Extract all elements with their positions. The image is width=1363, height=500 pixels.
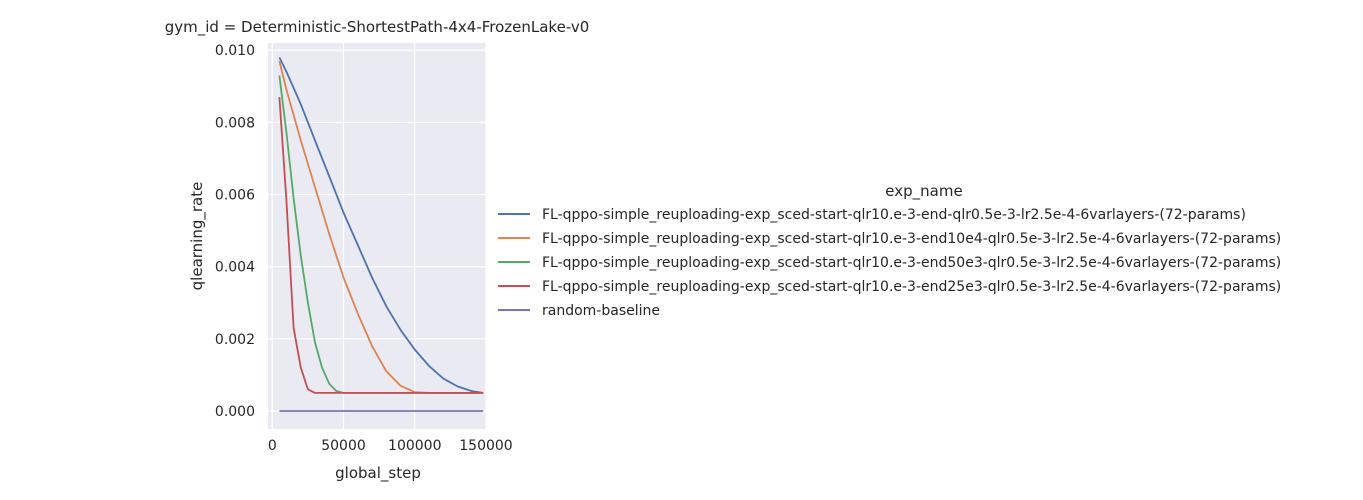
series-line-4 <box>278 97 484 394</box>
legend-label: random-baseline <box>542 303 660 319</box>
y-tick-label: 0.004 <box>215 260 255 276</box>
legend: exp_name FL-qppo-simple_reuploading-exp_… <box>498 182 1281 319</box>
legend-items: FL-qppo-simple_reuploading-exp_sced-star… <box>498 207 1281 319</box>
legend-item: FL-qppo-simple_reuploading-exp_sced-star… <box>498 207 1246 223</box>
x-tick-label: 150000 <box>459 438 512 454</box>
legend-title: exp_name <box>885 182 962 201</box>
y-tick-label: 0.010 <box>215 43 255 59</box>
y-tick-label: 0.002 <box>215 332 255 348</box>
legend-label: FL-qppo-simple_reuploading-exp_sced-star… <box>542 279 1281 295</box>
legend-item: FL-qppo-simple_reuploading-exp_sced-star… <box>498 279 1281 295</box>
legend-label: FL-qppo-simple_reuploading-exp_sced-star… <box>542 207 1246 223</box>
legend-item: random-baseline <box>498 303 660 319</box>
y-tick-label: 0.008 <box>215 115 255 131</box>
legend-label: FL-qppo-simple_reuploading-exp_sced-star… <box>542 255 1281 271</box>
plot-area <box>268 43 486 429</box>
x-tick-label: 50000 <box>321 438 366 454</box>
x-tick-label: 0 <box>268 438 277 454</box>
x-axis-ticks: 0 50000 100000 150000 <box>268 438 513 454</box>
y-tick-label: 0.006 <box>215 188 255 204</box>
legend-item: FL-qppo-simple_reuploading-exp_sced-star… <box>498 231 1281 247</box>
y-tick-label: 0.000 <box>215 404 255 420</box>
legend-item: FL-qppo-simple_reuploading-exp_sced-star… <box>498 255 1281 271</box>
chart-title: gym_id = Deterministic-ShortestPath-4x4-… <box>165 18 590 37</box>
y-axis-label: qlearning_rate <box>188 182 207 291</box>
series-lines <box>278 57 484 412</box>
legend-label: FL-qppo-simple_reuploading-exp_sced-star… <box>542 231 1281 247</box>
series-line-1 <box>278 57 484 394</box>
x-axis-label: global_step <box>335 464 421 483</box>
x-tick-label: 100000 <box>388 438 441 454</box>
y-axis-ticks: 0.000 0.002 0.004 0.006 0.008 0.010 <box>215 43 255 420</box>
